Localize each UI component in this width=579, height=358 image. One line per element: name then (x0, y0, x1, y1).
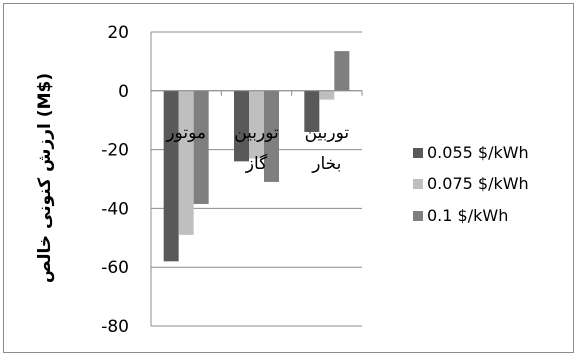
chart-frame (3, 3, 574, 353)
y-tick-label: 20 (107, 23, 129, 43)
bar (193, 90, 209, 204)
axes (150, 32, 363, 326)
category-labels: موتور توربین گاز توربین بخار (165, 123, 349, 174)
bar (304, 90, 320, 132)
category-label: توربین (305, 123, 350, 143)
y-tick-label: -80 (101, 317, 129, 337)
bar (334, 51, 350, 91)
legend: 0.055 $/kWh 0.075 $/kWh 0.1 $/kWh (413, 143, 529, 225)
category-label: موتور (165, 123, 206, 143)
y-tick-label: -20 (101, 141, 129, 161)
y-axis-label: ارزش کنونی خالص (M$) (35, 73, 55, 283)
legend-label: 0.1 $/kWh (427, 206, 508, 225)
category-label: بخار (311, 154, 341, 174)
y-tick-label: -60 (101, 258, 129, 278)
category-label: توربین (234, 123, 279, 143)
y-tick-label: -40 (101, 199, 129, 219)
bar (163, 90, 179, 262)
bar (264, 90, 279, 182)
bar (319, 90, 335, 100)
legend-label: 0.075 $/kWh (427, 174, 529, 193)
bar (249, 90, 264, 159)
legend-swatch (413, 148, 423, 158)
legend-swatch (413, 211, 423, 221)
bars (163, 51, 350, 262)
y-tick-labels: 20 0 -20 -40 -60 -80 (101, 23, 129, 337)
legend-swatch (413, 179, 423, 189)
bar (234, 90, 249, 162)
bar (178, 90, 194, 235)
legend-label: 0.055 $/kWh (427, 143, 529, 162)
y-tick-label: 0 (118, 82, 129, 102)
category-label: گاز (245, 153, 268, 174)
